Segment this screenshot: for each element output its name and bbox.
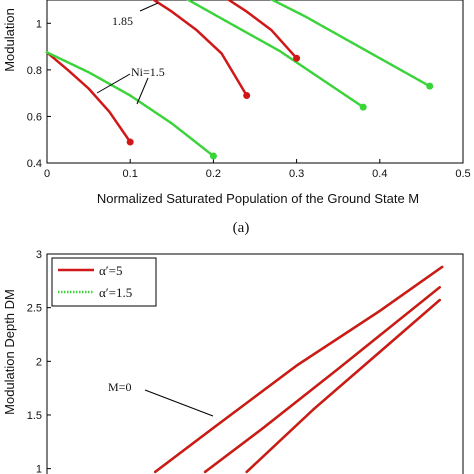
- chart-b-legend: α′=5 α′=1.5: [51, 257, 157, 307]
- series-line-2: [153, 265, 444, 474]
- y-tick-label: 0.8: [27, 65, 42, 77]
- series-line-6: [269, 0, 431, 88]
- chart-b-frame: [46, 253, 464, 474]
- chart-a-x-ticks: 0 0.1 0.2 0.3 0.4 0.5: [44, 159, 471, 180]
- x-tick-label: 0.3: [289, 168, 304, 180]
- chart-b-y-ticks: 1 1.5 2 2.5 3: [27, 249, 51, 474]
- annotation-m0: M=0: [108, 380, 131, 394]
- chart-a-y-axis-label: Modulation: [2, 8, 17, 72]
- legend-label-alpha-5: α′=5: [99, 263, 123, 278]
- chart-b-plot-area: [153, 265, 444, 474]
- chart-a-plot-area: [45, 0, 434, 160]
- annotation-1-85: 1.85: [112, 14, 133, 28]
- series-line-3: [226, 0, 298, 60]
- endpoint-marker-5: [359, 103, 367, 111]
- series-line-5: [185, 0, 365, 109]
- endpoint-marker-2: [243, 91, 251, 99]
- legend-label-alpha-1-5: α′=1.5: [99, 285, 132, 300]
- chart-a-x-axis-label: Normalized Saturated Population of the G…: [97, 191, 419, 206]
- y-tick-label: 1.5: [27, 410, 42, 422]
- annotation-ni-1-5: Ni=1.5: [131, 65, 165, 79]
- series-line-2: [151, 0, 248, 97]
- chart-b-y-axis-label: Modulation Depth DM: [2, 289, 17, 415]
- x-tick-label: 0: [44, 168, 50, 180]
- x-tick-label: 0.5: [455, 168, 470, 180]
- annotation-leader-ni-red: [96, 73, 131, 94]
- endpoint-marker-3: [293, 54, 301, 62]
- endpoint-marker-4: [209, 152, 217, 160]
- y-tick-label: 3: [36, 249, 42, 261]
- series-line-1: [45, 51, 132, 144]
- x-tick-label: 0.4: [372, 168, 387, 180]
- chart-b: 1 1.5 2 2.5 3 Modulation Depth DM M=0 α′=5 α…: [2, 249, 464, 474]
- chart-a-panel-label: (a): [233, 220, 250, 236]
- chart-a-frame: [46, 0, 464, 164]
- y-tick-label: 1: [36, 18, 42, 30]
- y-tick-label: 2: [36, 356, 42, 368]
- y-tick-label: 2.5: [27, 303, 42, 315]
- endpoint-marker-6: [426, 82, 434, 90]
- series-line-4: [45, 51, 215, 158]
- x-tick-label: 0.1: [123, 168, 138, 180]
- chart-a: 0 0.1 0.2 0.3 0.4 0.5 0.4 0.6 0.8 1 Normalized S…: [2, 0, 471, 236]
- annotation-leader-m0: [144, 389, 214, 417]
- y-tick-label: 0.6: [27, 111, 42, 123]
- endpoint-marker-1: [126, 138, 134, 146]
- chart-a-y-ticks: 0.4 0.6 0.8 1: [27, 18, 51, 170]
- y-tick-label: 1: [36, 464, 42, 474]
- annotation-leader-ni-green: [136, 77, 149, 105]
- series-line-4: [203, 286, 441, 474]
- y-tick-label: 0.4: [27, 158, 42, 170]
- legend-box: [51, 257, 157, 307]
- series-line-6: [245, 298, 441, 474]
- annotation-leader-1-85: [139, 2, 159, 12]
- x-tick-label: 0.2: [206, 168, 221, 180]
